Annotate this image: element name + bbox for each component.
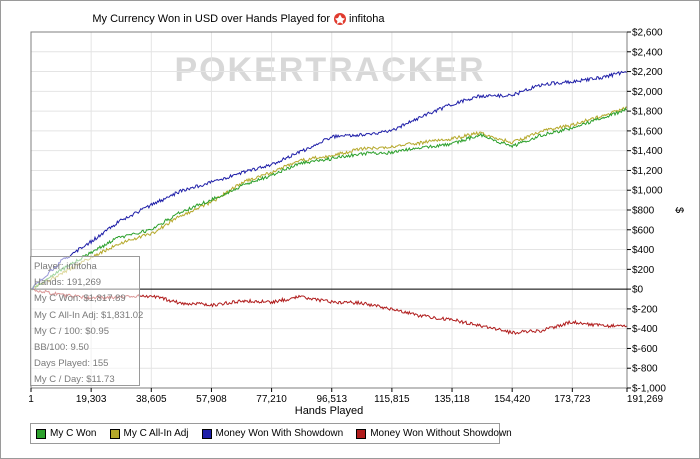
legend-swatch <box>109 428 120 439</box>
y-tick-label: $200 <box>632 265 655 276</box>
legend: My C Won My C All-In Adj Money Won With Sh… <box>30 423 512 444</box>
chart-title-user: infitoha <box>349 13 385 25</box>
y-tick-label: $600 <box>632 225 655 236</box>
y-tick-label: $1,400 <box>632 146 663 157</box>
legend-swatch <box>356 428 367 439</box>
legend-swatch <box>201 428 212 439</box>
legend-label: Money Won With Showdown <box>215 428 344 439</box>
y-tick-label: $-200 <box>632 304 658 315</box>
legend-label: My C Won <box>50 428 97 439</box>
y-tick-label: $1,800 <box>632 107 663 118</box>
stats-line: My C Won: $1,817.89 <box>34 293 126 305</box>
stats-line: BB/100: 9.50 <box>34 341 89 353</box>
stats-line: My C / 100: $0.95 <box>34 325 109 337</box>
y-tick-label: $0 <box>632 285 644 296</box>
legend-item: My C Won <box>36 428 97 439</box>
x-tick-label: 19,303 <box>76 394 107 405</box>
y-tick-label: $1,000 <box>632 186 663 197</box>
legend-label: Money Won Without Showdown <box>370 428 512 439</box>
legend-label: My C All-In Adj <box>123 428 189 439</box>
stats-line: My C / Day: $11.73 <box>34 374 115 386</box>
x-tick-label: 115,815 <box>374 394 410 405</box>
legend-item: My C All-In Adj <box>109 428 189 439</box>
x-tick-label: 38,605 <box>136 394 167 405</box>
x-tick-label: 191,269 <box>627 394 664 405</box>
stats-line: Days Played: 155 <box>34 358 109 370</box>
x-tick-label: 173,723 <box>554 394 591 405</box>
y-tick-label: $-400 <box>632 324 658 335</box>
legend-swatch <box>36 428 46 439</box>
stats-line: My C All-In Adj: $1,831.02 <box>34 309 144 321</box>
y-tick-label: $2,600 <box>632 28 663 39</box>
y-tick-label: $1,600 <box>632 126 663 137</box>
x-axis-ticks: 1 19,303 38,605 57,908 77,210 96,513 115,815 13… <box>28 388 664 405</box>
y-tick-label: $400 <box>632 245 655 256</box>
x-tick-label: 1 <box>28 394 34 405</box>
pokerstars-icon <box>334 13 346 25</box>
x-tick-label: 154,420 <box>494 394 531 405</box>
y-tick-label: $1,200 <box>632 166 663 177</box>
y-tick-label: $-800 <box>632 364 658 375</box>
series-line-1 <box>30 107 628 291</box>
y-tick-label: $2,400 <box>632 47 663 58</box>
stats-line: Hands: 191,269 <box>34 277 102 289</box>
y-axis-ticks: $-1,000 $-800 $-600 $-400 $-200 $0 $200 $400 $60… <box>627 28 666 395</box>
y-axis-label: $ <box>673 207 685 213</box>
x-tick-label: 96,513 <box>316 394 347 405</box>
x-tick-label: 135,118 <box>434 394 470 405</box>
stats-panel: Player: infitoha Hands: 191,269 My C Won: … <box>30 256 144 386</box>
y-tick-label: $-1,000 <box>632 384 666 395</box>
y-tick-label: $800 <box>632 206 655 217</box>
legend-item: Money Won With Showdown <box>201 428 344 439</box>
x-axis-label: Hands Played <box>295 405 364 417</box>
chart-title: My Currency Won in USD over Hands Played… <box>92 13 330 25</box>
x-tick-label: 57,908 <box>196 394 227 405</box>
series-line-3 <box>30 70 628 290</box>
x-tick-label: 77,210 <box>256 394 287 405</box>
y-tick-label: $2,000 <box>632 87 663 98</box>
series-line-2 <box>30 106 628 291</box>
y-tick-label: $-600 <box>632 344 658 355</box>
stats-line: Player: infitoha <box>34 261 97 272</box>
watermark: POKERTRACKER <box>174 51 485 89</box>
legend-item: Money Won Without Showdown <box>356 428 512 439</box>
y-tick-label: $2,200 <box>632 67 663 78</box>
